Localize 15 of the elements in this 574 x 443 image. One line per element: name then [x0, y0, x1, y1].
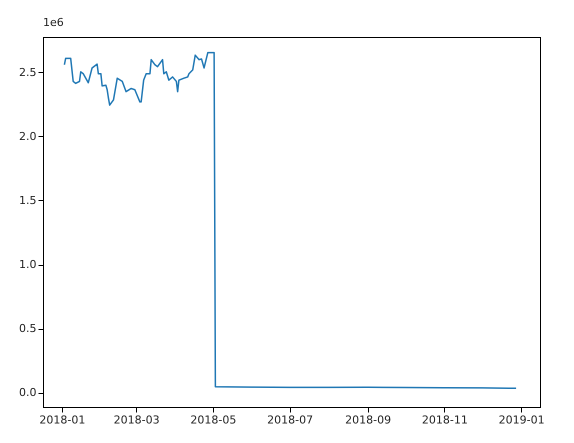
x-tick-label: 2018-03	[114, 414, 160, 426]
y-tick-label: 2.5	[19, 66, 36, 79]
x-tick-label: 2018-09	[345, 414, 392, 426]
x-tick-label: 2018-07	[267, 414, 314, 426]
y-tick-label: 1.5	[19, 194, 36, 207]
y-tick-label: 0.0	[19, 386, 36, 400]
y-tick-label: 0.5	[19, 322, 36, 336]
x-tick-label: 2018-05	[190, 414, 236, 426]
text: 1e6	[43, 16, 64, 29]
y-tick-label: 2.0	[19, 130, 36, 143]
x-tick-label: 2019-01	[498, 414, 545, 426]
line-series	[64, 52, 517, 390]
x-tick-label: 2018-11	[422, 414, 468, 426]
x-tick-label: 2018-01	[39, 414, 86, 426]
y-tick-label: 1.0	[19, 258, 36, 272]
